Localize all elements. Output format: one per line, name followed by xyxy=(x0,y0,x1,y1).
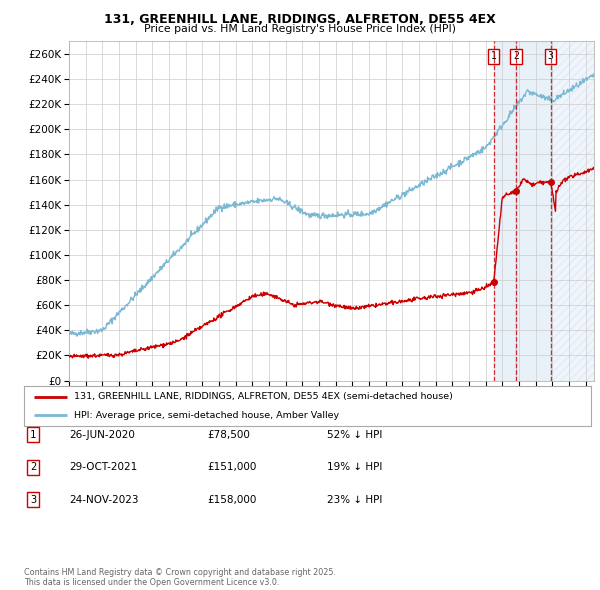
Text: 3: 3 xyxy=(30,495,36,504)
Text: 2: 2 xyxy=(513,51,519,61)
Text: £158,000: £158,000 xyxy=(207,495,256,504)
Bar xyxy=(516,41,551,381)
Text: 3: 3 xyxy=(548,51,554,61)
Text: 131, GREENHILL LANE, RIDDINGS, ALFRETON, DE55 4EX: 131, GREENHILL LANE, RIDDINGS, ALFRETON,… xyxy=(104,13,496,26)
Text: £78,500: £78,500 xyxy=(207,430,250,440)
Text: 24-NOV-2023: 24-NOV-2023 xyxy=(69,495,139,504)
Text: 1: 1 xyxy=(30,430,36,440)
Text: 19% ↓ HPI: 19% ↓ HPI xyxy=(327,463,382,472)
Text: Contains HM Land Registry data © Crown copyright and database right 2025.
This d: Contains HM Land Registry data © Crown c… xyxy=(24,568,336,587)
Text: 1: 1 xyxy=(491,51,497,61)
Text: 131, GREENHILL LANE, RIDDINGS, ALFRETON, DE55 4EX (semi-detached house): 131, GREENHILL LANE, RIDDINGS, ALFRETON,… xyxy=(74,392,453,401)
Text: HPI: Average price, semi-detached house, Amber Valley: HPI: Average price, semi-detached house,… xyxy=(74,411,339,419)
Bar xyxy=(494,41,516,381)
Text: 2: 2 xyxy=(30,463,36,472)
Bar xyxy=(551,41,594,381)
Text: Price paid vs. HM Land Registry's House Price Index (HPI): Price paid vs. HM Land Registry's House … xyxy=(144,24,456,34)
Text: 26-JUN-2020: 26-JUN-2020 xyxy=(69,430,135,440)
Text: £151,000: £151,000 xyxy=(207,463,256,472)
Text: 52% ↓ HPI: 52% ↓ HPI xyxy=(327,430,382,440)
Text: 29-OCT-2021: 29-OCT-2021 xyxy=(69,463,137,472)
Text: 23% ↓ HPI: 23% ↓ HPI xyxy=(327,495,382,504)
